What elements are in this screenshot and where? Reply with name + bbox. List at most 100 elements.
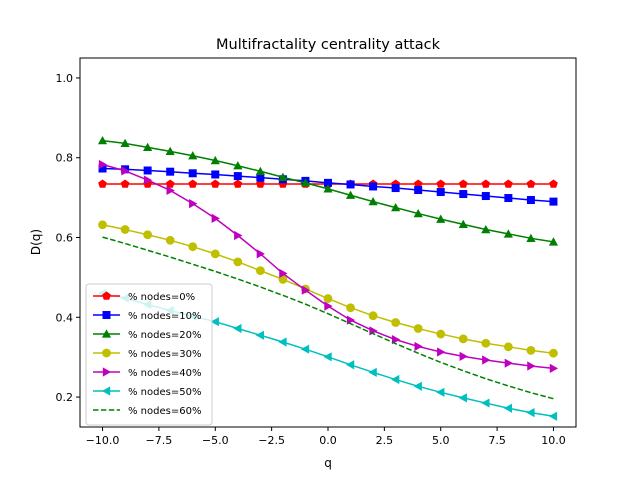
data-point [458, 393, 467, 403]
data-point [526, 233, 536, 242]
series-5 [98, 159, 559, 373]
data-point [436, 387, 445, 397]
data-point [391, 335, 401, 345]
data-point [436, 214, 446, 223]
data-point [233, 323, 242, 334]
data-point [548, 411, 558, 421]
legend-label: % nodes=0% [128, 292, 195, 303]
data-point [391, 184, 400, 193]
data-point [345, 190, 356, 199]
data-point [549, 179, 558, 188]
legend-box [85, 283, 213, 426]
data-point [165, 235, 175, 245]
y-tick-label: 0.2 [56, 391, 74, 404]
x-tick-label: −5.0 [202, 434, 229, 447]
data-point [255, 330, 265, 340]
data-point [255, 166, 265, 175]
data-point [436, 188, 445, 197]
legend-marker [102, 311, 111, 319]
data-point [526, 179, 536, 188]
data-point [481, 224, 491, 234]
data-point [143, 175, 153, 185]
legend-marker [102, 348, 111, 358]
data-point [143, 142, 153, 152]
data-point [188, 179, 198, 188]
data-point [279, 268, 288, 279]
data-point [211, 213, 220, 223]
y-axis: 0.2 0.4 0.6 0.8 1.0 [56, 72, 80, 404]
data-point [526, 346, 536, 355]
data-point [143, 166, 152, 175]
data-point [481, 179, 491, 188]
data-point [413, 381, 422, 391]
legend-label: % nodes=30% [128, 349, 201, 360]
data-point [301, 285, 311, 295]
x-tick-label: −10.0 [86, 434, 120, 447]
y-tick-label: 0.8 [56, 152, 74, 165]
series-4 [98, 220, 558, 358]
series-line [102, 236, 554, 400]
data-point [458, 219, 468, 229]
data-point [458, 179, 468, 188]
data-point [459, 351, 468, 361]
legend-label: % nodes=40% [128, 368, 201, 379]
data-point [165, 179, 175, 188]
data-point [233, 172, 242, 181]
x-tick-label: 0.0 [319, 434, 337, 447]
x-tick-label: −2.5 [258, 434, 285, 447]
legend-label: % nodes=60% [128, 406, 201, 417]
legend-label: % nodes=20% [128, 330, 201, 341]
x-tick-label: 7.5 [488, 434, 506, 447]
data-point [504, 194, 513, 203]
data-point [345, 360, 355, 370]
data-point [300, 344, 310, 354]
data-point [413, 208, 423, 218]
legend-entry: % nodes=40% [93, 367, 201, 379]
x-tick-label: −7.5 [146, 434, 173, 447]
data-point [120, 138, 130, 148]
legend: % nodes=0% % nodes=10% % nodes=20% % nodes=… [85, 283, 213, 426]
data-point [413, 324, 423, 333]
x-tick-label: 10.0 [541, 434, 566, 447]
data-point [414, 341, 423, 352]
data-point [278, 275, 288, 284]
data-point [278, 172, 288, 181]
data-point [503, 179, 513, 188]
data-point [166, 185, 175, 196]
data-point [413, 179, 423, 188]
data-point [503, 342, 513, 352]
data-point [503, 229, 513, 238]
data-point [323, 352, 332, 362]
data-point [549, 348, 558, 358]
data-point [210, 317, 219, 327]
x-axis-label: q [324, 456, 332, 470]
data-point [346, 180, 355, 189]
legend-entry: % nodes=20% [93, 329, 201, 341]
legend-marker [101, 329, 112, 338]
data-point [503, 403, 513, 413]
data-point [166, 167, 175, 176]
data-point [549, 197, 558, 206]
data-point [481, 398, 490, 408]
data-point [437, 347, 446, 357]
data-point [548, 237, 559, 246]
legend-entry: % nodes=60% [93, 406, 201, 417]
legend-marker [101, 386, 111, 396]
series-7 [102, 236, 554, 400]
data-point [120, 225, 130, 234]
data-point [97, 135, 108, 145]
series-layer [97, 135, 559, 421]
legend-entry: % nodes=50% [93, 386, 201, 398]
data-point [504, 358, 513, 368]
data-point [481, 338, 491, 348]
data-point [391, 374, 400, 385]
y-tick-label: 0.6 [56, 232, 74, 245]
x-tick-label: 2.5 [376, 434, 394, 447]
data-point [324, 178, 332, 187]
data-point [188, 151, 198, 160]
legend-marker [102, 291, 111, 300]
data-point [526, 196, 535, 205]
data-point [256, 249, 265, 259]
data-point [458, 334, 468, 344]
